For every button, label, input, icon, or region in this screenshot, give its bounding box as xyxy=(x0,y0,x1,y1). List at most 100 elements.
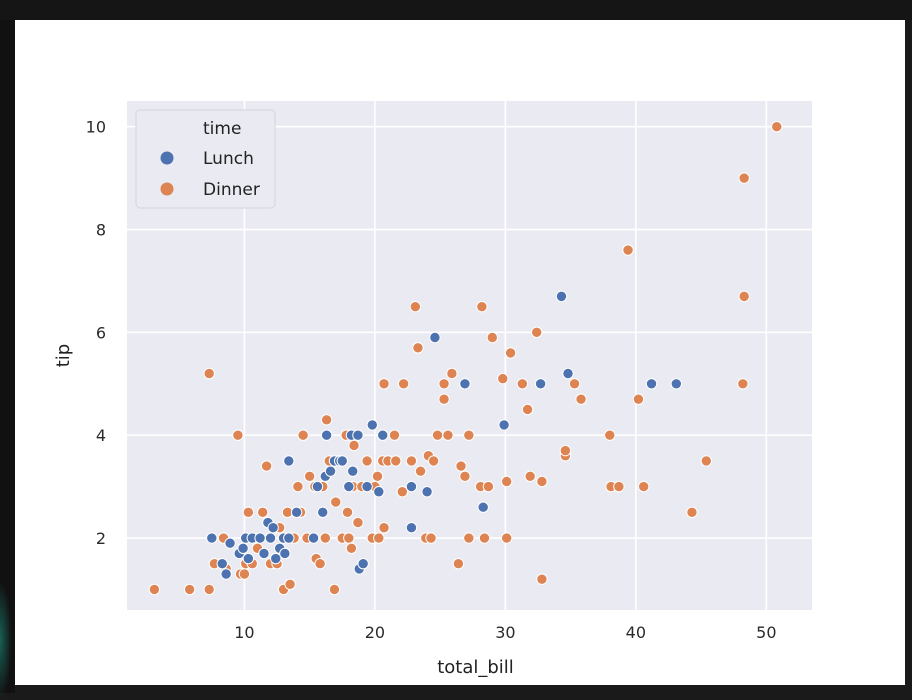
data-point-dinner xyxy=(476,300,488,313)
data-point-lunch xyxy=(357,558,369,570)
data-point-lunch xyxy=(270,552,282,565)
data-point-dinner xyxy=(405,455,418,467)
data-point-dinner xyxy=(536,573,548,585)
data-point-lunch xyxy=(405,480,418,493)
data-point-dinner xyxy=(371,470,384,483)
y-tick-label: 8 xyxy=(96,221,106,240)
data-point-dinner xyxy=(203,583,215,596)
data-point-dinner xyxy=(568,378,581,390)
data-point-dinner xyxy=(482,480,495,493)
data-point-dinner xyxy=(361,455,373,467)
data-point-lunch xyxy=(290,506,303,519)
legend-label-dinner: Dinner xyxy=(203,180,260,200)
data-point-dinner xyxy=(442,429,454,441)
data-point-dinner xyxy=(632,393,645,405)
data-point-lunch xyxy=(555,290,568,303)
data-point-dinner xyxy=(459,470,471,483)
data-point-dinner xyxy=(343,532,355,544)
data-point-lunch xyxy=(347,465,359,477)
data-point-dinner xyxy=(446,367,458,380)
data-point-lunch xyxy=(336,455,348,467)
data-point-lunch xyxy=(224,537,236,549)
data-point-dinner xyxy=(622,244,634,256)
data-point-dinner xyxy=(330,496,342,508)
data-point-lunch xyxy=(317,506,329,519)
data-point-dinner xyxy=(412,342,424,354)
legend-marker-lunch xyxy=(160,151,174,165)
data-point-dinner xyxy=(700,455,713,467)
data-point-dinner xyxy=(390,455,402,467)
legend-box xyxy=(135,109,276,209)
data-point-dinner xyxy=(637,480,650,493)
data-point-lunch xyxy=(264,532,277,544)
data-point-dinner xyxy=(378,522,390,534)
data-point-lunch xyxy=(324,465,337,477)
data-point-lunch xyxy=(373,486,385,498)
data-point-dinner xyxy=(284,578,296,590)
legend-label-lunch: Lunch xyxy=(203,149,254,169)
legend-title: time xyxy=(203,119,241,139)
data-point-dinner xyxy=(500,532,513,544)
data-point-lunch xyxy=(279,547,291,560)
data-point-dinner xyxy=(771,121,783,133)
data-point-dinner xyxy=(478,532,491,544)
data-point-lunch xyxy=(366,419,378,431)
top-dark-strip xyxy=(0,0,912,20)
data-point-lunch xyxy=(352,429,364,441)
data-point-lunch xyxy=(237,542,249,555)
data-point-lunch xyxy=(242,552,255,565)
data-point-dinner xyxy=(486,331,499,344)
data-point-lunch xyxy=(377,429,389,441)
data-point-dinner xyxy=(320,414,333,426)
data-point-lunch xyxy=(670,378,683,390)
data-point-dinner xyxy=(203,367,215,380)
data-point-dinner xyxy=(536,475,548,488)
data-point-dinner xyxy=(303,470,316,483)
data-point-lunch xyxy=(320,429,333,441)
data-point-dinner xyxy=(345,542,358,555)
data-point-lunch xyxy=(283,455,295,467)
y-tick-label: 4 xyxy=(96,426,106,445)
data-point-dinner xyxy=(530,326,543,339)
data-point-dinner xyxy=(575,393,587,405)
y-axis-label: tip xyxy=(53,344,74,367)
data-point-lunch xyxy=(258,547,270,560)
data-point-lunch xyxy=(429,331,441,344)
data-point-dinner xyxy=(341,506,354,519)
data-point-lunch xyxy=(459,378,471,390)
data-point-dinner xyxy=(388,429,401,441)
data-point-dinner xyxy=(427,455,440,467)
data-point-dinner xyxy=(686,506,698,519)
data-point-lunch xyxy=(477,501,489,513)
legend: time Lunch Dinner xyxy=(135,109,276,209)
data-point-lunch xyxy=(562,367,574,380)
data-point-dinner xyxy=(409,300,422,313)
data-point-lunch xyxy=(283,532,295,544)
tick-labels: 10 20 30 40 50 2 4 6 8 10 xyxy=(86,118,777,642)
data-point-lunch xyxy=(343,480,355,493)
data-point-dinner xyxy=(378,378,390,390)
data-point-dinner xyxy=(297,429,309,441)
data-point-dinner xyxy=(500,475,513,488)
data-point-dinner xyxy=(516,378,529,390)
data-point-lunch xyxy=(206,532,218,544)
y-tick-label: 2 xyxy=(96,529,106,548)
data-point-dinner xyxy=(242,506,255,519)
data-point-dinner xyxy=(232,429,244,441)
data-point-dinner xyxy=(604,429,616,441)
data-point-dinner xyxy=(260,460,273,472)
x-tick-label: 10 xyxy=(234,623,254,642)
data-point-dinner xyxy=(396,486,409,498)
data-point-dinner xyxy=(737,378,749,390)
data-point-dinner xyxy=(397,378,410,390)
data-point-dinner xyxy=(738,290,750,303)
y-tick-label: 6 xyxy=(96,323,106,342)
data-point-lunch xyxy=(421,486,433,498)
data-point-dinner xyxy=(238,568,251,580)
x-axis-label: total_bill xyxy=(437,657,514,678)
data-point-dinner xyxy=(524,470,536,483)
data-point-dinner xyxy=(504,347,517,359)
background-glow xyxy=(0,580,12,700)
x-tick-label: 40 xyxy=(626,623,646,642)
